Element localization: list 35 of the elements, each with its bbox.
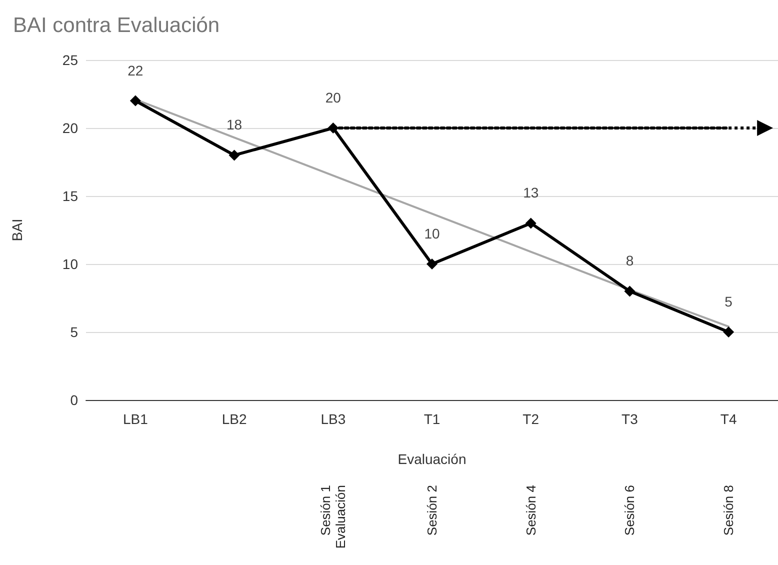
chart-title: BAI contra Evaluación (13, 14, 220, 37)
y-axis-title: BAI (9, 218, 25, 242)
point (328, 122, 339, 134)
y-tick-label: 15 (62, 188, 78, 204)
data-label: 8 (626, 252, 634, 269)
point (130, 95, 141, 106)
data-label: 13 (523, 184, 539, 201)
point (426, 258, 438, 270)
text: Sesión 8 (721, 485, 736, 536)
x-tick-label: LB3 (320, 411, 346, 427)
x-tick-label: T1 (424, 411, 440, 427)
x-axis-title: Evaluación (398, 451, 466, 467)
text: Sesión 1 Evaluación (318, 485, 348, 549)
y-tick-label: 10 (62, 256, 78, 272)
text: Sesión 4 (523, 485, 538, 536)
x-tick-label: T2 (522, 411, 540, 427)
y-tick-label: 0 (70, 392, 78, 408)
point (624, 286, 636, 297)
data-label: 10 (424, 226, 440, 242)
data-label: 22 (128, 62, 144, 78)
x-tick-label: T3 (622, 411, 638, 427)
text: Sesión 2 (424, 485, 440, 536)
y-tick-label: 5 (70, 324, 78, 340)
point (525, 218, 536, 229)
data-label: 18 (226, 116, 242, 133)
y-tick-label: 20 (62, 120, 78, 136)
data-label: 20 (325, 90, 342, 106)
point (228, 150, 240, 161)
x-tick-label: LB1 (122, 411, 148, 427)
y-tick-label: 25 (62, 52, 78, 68)
point (723, 326, 734, 338)
x-tick-label: T4 (720, 411, 737, 427)
text: Sesión 6 (622, 485, 638, 536)
data-label: 5 (724, 294, 733, 310)
x-tick-label: LB2 (222, 411, 247, 427)
